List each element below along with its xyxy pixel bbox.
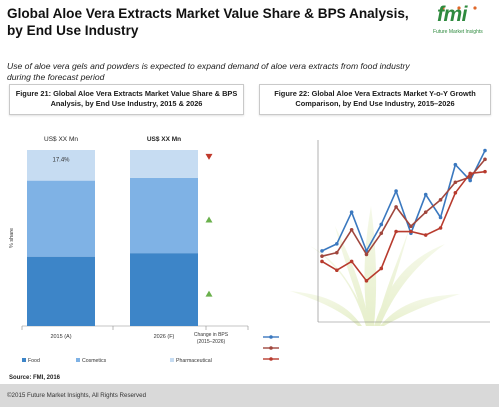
x-tick-label-0: 2015 (A) xyxy=(50,334,71,340)
legend-marker-0 xyxy=(269,335,273,339)
point-1-7 xyxy=(423,210,428,214)
point-1-0 xyxy=(320,254,324,258)
point-0-7 xyxy=(423,192,428,197)
point-1-11 xyxy=(483,157,487,162)
point-0-9 xyxy=(453,162,458,167)
x-tick-label-1: 2026 (F) xyxy=(154,334,175,340)
aloe-watermark xyxy=(290,206,460,326)
line-chart xyxy=(263,140,490,361)
page-title: Global Aloe Vera Extracts Market Value S… xyxy=(7,6,409,38)
point-2-11 xyxy=(483,169,487,174)
legend-marker-2 xyxy=(269,357,273,361)
legend-swatch-pharmaceutical xyxy=(170,358,174,362)
page-subtitle: Use of aloe vera gels and powders is exp… xyxy=(7,61,410,82)
legend-label-food: Food xyxy=(28,358,40,364)
point-1-2 xyxy=(349,227,354,232)
point-2-2 xyxy=(349,259,354,264)
point-1-9 xyxy=(453,180,458,185)
point-0-8 xyxy=(438,215,443,220)
point-0-5 xyxy=(394,189,398,193)
point-2-3 xyxy=(364,279,369,283)
bar-cosmetics-1 xyxy=(130,177,198,254)
legend-swatch-food xyxy=(22,358,26,362)
bar-food-0 xyxy=(27,256,95,326)
bar-cosmetics-0 xyxy=(27,180,95,257)
point-1-1 xyxy=(335,250,339,255)
bar-chart: % share 2015 (A) US$ XX Mn 2026 (F) US$ XX M… xyxy=(9,136,249,364)
point-2-4 xyxy=(379,266,384,271)
figure-22-title: Figure 22: Global Aloe Vera Extracts Mar… xyxy=(259,84,491,115)
legend-label-cosmetics: Cosmetics xyxy=(82,358,107,364)
point-2-7 xyxy=(423,233,428,237)
fmi-logo xyxy=(441,6,477,10)
point-0-10 xyxy=(468,178,472,183)
point-2-8 xyxy=(438,226,443,230)
logo-subtext: Future Market Insights xyxy=(433,29,483,35)
point-2-6 xyxy=(409,229,413,234)
legend-label-pharmaceutical: Pharmaceutical xyxy=(176,358,212,364)
point-0-2 xyxy=(349,210,354,214)
point-1-10 xyxy=(468,175,472,179)
point-0-11 xyxy=(483,148,487,153)
logo-text: fmi xyxy=(437,3,468,26)
point-2-9 xyxy=(453,191,458,195)
bps-marker-pharmaceutical xyxy=(205,153,213,160)
point-1-8 xyxy=(438,198,443,202)
point-0-4 xyxy=(379,222,384,227)
bar-total-label-1: US$ XX Mn xyxy=(147,136,181,143)
bps-header-line-2: (2015–2026) xyxy=(197,339,226,345)
bar-pharmaceutical-1 xyxy=(130,150,198,178)
point-0-0 xyxy=(320,249,324,253)
point-2-0 xyxy=(320,259,324,264)
bps-marker-food xyxy=(205,290,213,297)
y-axis-label: % share xyxy=(9,228,15,248)
legend-swatch-cosmetics xyxy=(76,358,80,362)
point-1-5 xyxy=(394,205,398,209)
point-0-1 xyxy=(335,242,339,246)
figure-21-title: Figure 21: Global Aloe Vera Extracts Mar… xyxy=(9,84,244,115)
footer-bar xyxy=(0,384,499,407)
point-2-10 xyxy=(468,171,472,176)
series-line-2 xyxy=(321,170,486,282)
series-line-1 xyxy=(321,158,486,257)
data-label-0: 17.4% xyxy=(52,157,70,163)
bar-food-1 xyxy=(130,253,198,326)
point-2-5 xyxy=(394,229,398,234)
point-1-4 xyxy=(379,231,384,236)
point-1-6 xyxy=(409,224,413,229)
legend-marker-1 xyxy=(269,346,273,350)
source-note: Source: FMI, 2016 xyxy=(9,375,61,381)
bar-total-label-0: US$ XX Mn xyxy=(44,136,78,143)
bps-marker-cosmetics xyxy=(205,216,213,223)
bar-pharmaceutical-0 xyxy=(27,150,95,181)
series-line-0 xyxy=(321,150,486,252)
bps-header-line-1: Change in BPS xyxy=(194,332,229,338)
copyright-text: ©2015 Future Market Insights, All Rights… xyxy=(7,392,147,399)
point-2-1 xyxy=(335,268,339,273)
point-1-3 xyxy=(364,252,369,257)
